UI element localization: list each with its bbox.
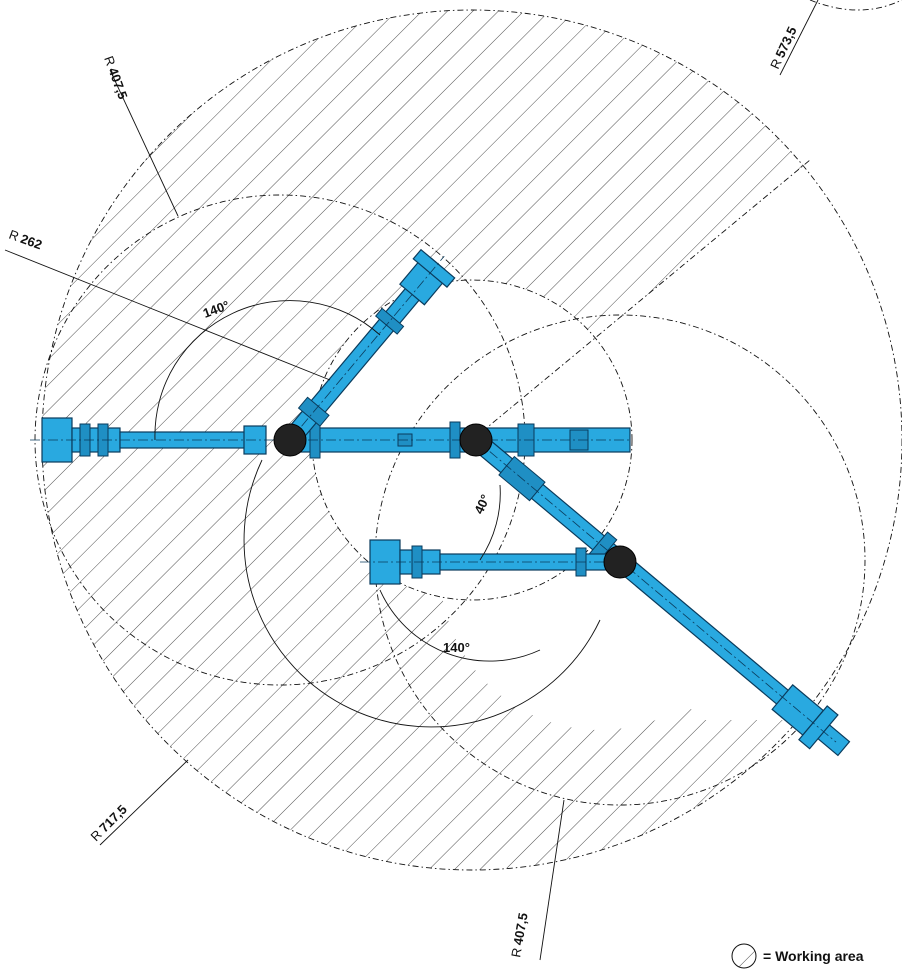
leader-r407-top: [109, 69, 179, 217]
arm-left: [30, 417, 290, 463]
bottom-boundary-circle: [374, 314, 866, 806]
upper-right-arc: [809, 0, 902, 11]
leader-r262: [4, 249, 331, 381]
label-r262: R262: [7, 227, 44, 253]
arm-upper: [282, 248, 456, 447]
arm-lower: [469, 432, 851, 757]
angle-arc-bottom: [243, 459, 601, 728]
leader-r573: [779, 0, 819, 76]
angle-arc-top: [154, 300, 381, 441]
leader-r717: [99, 759, 189, 846]
label-r407-top: R407,5: [101, 54, 130, 101]
arm-bottom: [360, 539, 625, 585]
legend-hatch-swatch: [731, 943, 757, 969]
joint-center: [459, 423, 493, 457]
angle-arc-bottom-left: [379, 589, 541, 662]
legend-label: = Working area: [763, 948, 864, 964]
label-r407-bottom: R407,5: [508, 912, 531, 959]
joint-lower: [603, 545, 637, 579]
label-r717: R717,5: [88, 802, 130, 844]
angle-arc-middle: [479, 484, 501, 561]
angle-label-bottom: 140°: [443, 640, 470, 655]
sector-boundary-line: [471, 159, 811, 441]
joint-left: [273, 423, 307, 457]
leader-r407-bottom: [539, 799, 565, 961]
label-r573: R573,5: [767, 24, 800, 71]
legend: = Working area: [731, 943, 864, 969]
